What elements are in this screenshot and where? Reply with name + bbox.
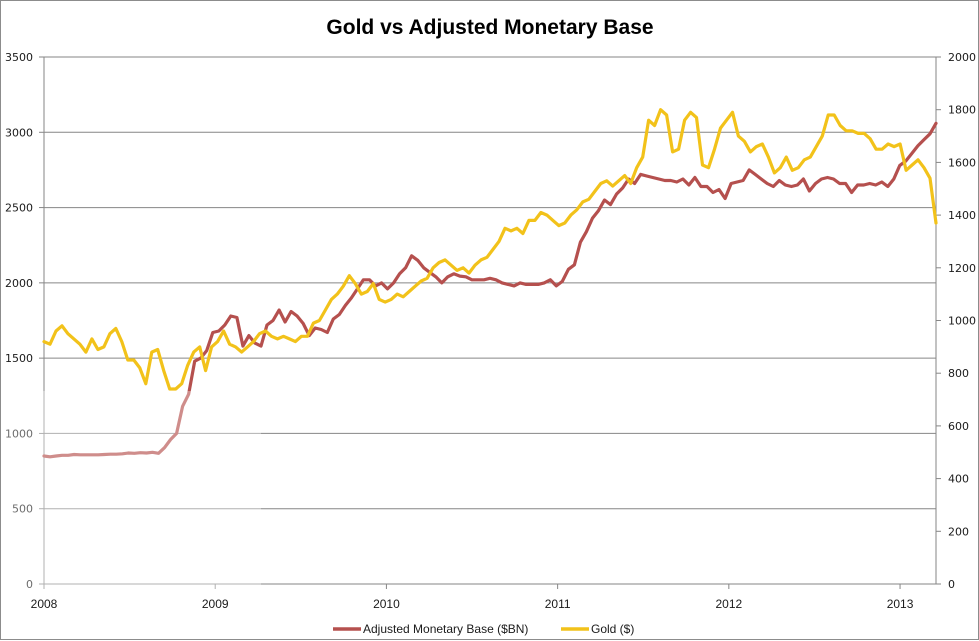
x-tick-label: 2011 [545,597,571,611]
y-left-tick-label: 2000 [5,277,33,290]
y-right-tick-label: 400 [948,473,969,486]
y-right-tick-label: 2000 [948,51,976,64]
y-right-tick-label: 1000 [948,315,976,328]
y-right-tick-label: 1200 [948,262,976,275]
series-line-gold [42,108,938,391]
series-lines [1,108,938,591]
y-left-tick-label: 1000 [5,427,33,440]
x-tick-label: 2008 [31,597,58,611]
legend-label-gold: Gold ($) [591,622,634,636]
x-tick-label: 2009 [202,597,229,611]
y-right-tick-label: 600 [948,420,969,433]
y-left-tick-label: 0 [26,578,33,591]
y-right-tick-label: 1400 [948,209,976,222]
y-right-tick-label: 0 [948,578,955,591]
axes: 0 500 1000 1500 2000 2500 3000 3500 0 200 400 600 80… [5,51,976,611]
faded-overlay [1,391,261,591]
y-left-tick-label: 1500 [5,352,33,365]
y-right-tick-label: 1800 [948,104,976,117]
legend-label-monetary-base: Adjusted Monetary Base ($BN) [363,622,528,636]
y-right-tick-label: 800 [948,367,969,380]
y-left-tick-label: 500 [12,503,33,516]
y-left-tick-label: 3000 [5,126,33,139]
y-right-tick-label: 200 [948,525,969,538]
x-tick-label: 2013 [887,597,914,611]
chart-title: Gold vs Adjusted Monetary Base [326,16,653,39]
y-left-tick-label: 2500 [5,202,33,215]
x-tick-label: 2012 [715,597,742,611]
y-left-tick-label: 3500 [5,51,33,64]
series-line-monetary-base [42,121,938,459]
y-right-tick-label: 1600 [948,156,976,169]
legend: Adjusted Monetary Base ($BN) Gold ($) [333,622,634,636]
x-tick-label: 2010 [373,597,400,611]
